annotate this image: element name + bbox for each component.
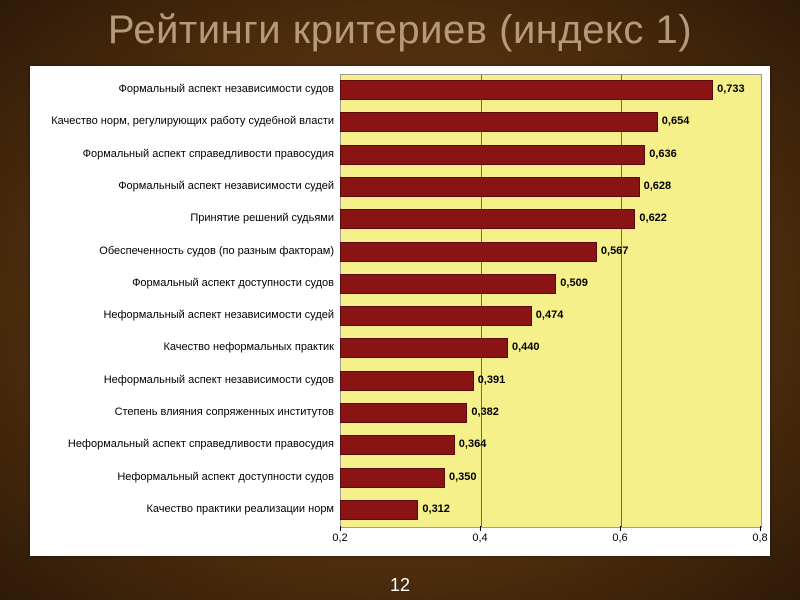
category-label: Формальный аспект независимости судов bbox=[36, 83, 334, 95]
category-label: Формальный аспект независимости судей bbox=[36, 180, 334, 192]
bar bbox=[340, 306, 532, 326]
x-tick bbox=[760, 526, 761, 531]
bar-value-label: 0,636 bbox=[649, 148, 677, 160]
bar bbox=[340, 500, 418, 520]
slide: Рейтинги критериев (индекс 1) 0,20,40,60… bbox=[0, 0, 800, 600]
bar-value-label: 0,312 bbox=[422, 503, 450, 515]
category-label: Качество норм, регулирующих работу судеб… bbox=[36, 115, 334, 127]
x-tick-label: 0,4 bbox=[472, 532, 487, 544]
slide-title: Рейтинги критериев (индекс 1) bbox=[0, 0, 800, 53]
bar-chart: 0,2 0,4 0,6 0,8 Формальный аспект независимо… bbox=[30, 66, 770, 556]
bar-value-label: 0,733 bbox=[717, 83, 745, 95]
bar-value-label: 0,364 bbox=[459, 438, 487, 450]
bar bbox=[340, 145, 645, 165]
category-label: Неформальный аспект независимости судей bbox=[36, 309, 334, 321]
chart-container: 0,2 0,4 0,6 0,8 Формальный аспект независимо… bbox=[30, 66, 770, 556]
category-label: Качество неформальных практик bbox=[36, 341, 334, 353]
category-label: Степень влияния сопряженных институтов bbox=[36, 406, 334, 418]
category-label: Принятие решений судьями bbox=[36, 212, 334, 224]
bar bbox=[340, 435, 455, 455]
bar-value-label: 0,509 bbox=[560, 277, 588, 289]
bar bbox=[340, 468, 445, 488]
bar bbox=[340, 112, 658, 132]
x-tick bbox=[480, 526, 481, 531]
category-label: Неформальный аспект доступности судов bbox=[36, 471, 334, 483]
x-tick-label: 0,6 bbox=[612, 532, 627, 544]
category-label: Неформальный аспект справедливости право… bbox=[36, 438, 334, 450]
category-label: Обеспеченность судов (по разным факторам… bbox=[36, 245, 334, 257]
bar-value-label: 0,654 bbox=[662, 115, 690, 127]
bar-value-label: 0,622 bbox=[639, 212, 667, 224]
bar bbox=[340, 403, 467, 423]
bar bbox=[340, 242, 597, 262]
bar-value-label: 0,382 bbox=[471, 406, 499, 418]
x-tick bbox=[340, 526, 341, 531]
bar bbox=[340, 80, 713, 100]
x-tick-label: 0,8 bbox=[752, 532, 767, 544]
gridline bbox=[481, 75, 482, 527]
bar-value-label: 0,350 bbox=[449, 471, 477, 483]
bar-value-label: 0,567 bbox=[601, 245, 629, 257]
category-label: Формальный аспект доступности судов bbox=[36, 277, 334, 289]
category-label: Неформальный аспект независимости судов bbox=[36, 374, 334, 386]
x-tick bbox=[620, 526, 621, 531]
bar bbox=[340, 371, 474, 391]
category-label: Качество практики реализации норм bbox=[36, 503, 334, 515]
bar-value-label: 0,440 bbox=[512, 341, 540, 353]
bar bbox=[340, 274, 556, 294]
bar-value-label: 0,474 bbox=[536, 309, 564, 321]
x-tick-label: 0,2 bbox=[332, 532, 347, 544]
bar-value-label: 0,628 bbox=[644, 180, 672, 192]
bar bbox=[340, 338, 508, 358]
bar-value-label: 0,391 bbox=[478, 374, 506, 386]
page-number: 12 bbox=[0, 575, 800, 596]
category-label: Формальный аспект справедливости правосу… bbox=[36, 148, 334, 160]
plot-area bbox=[340, 74, 762, 528]
bar bbox=[340, 177, 640, 197]
bar bbox=[340, 209, 635, 229]
gridline bbox=[621, 75, 622, 527]
